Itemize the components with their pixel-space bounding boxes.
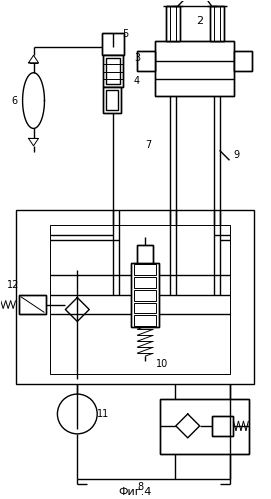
Bar	[166, 6, 180, 41]
Bar	[106, 58, 120, 84]
Bar	[131, 263, 159, 327]
Bar	[166, 6, 180, 41]
Bar	[16, 210, 254, 384]
Bar	[50, 225, 230, 374]
Bar	[137, 245, 153, 263]
Bar	[103, 55, 123, 87]
Bar	[103, 55, 123, 87]
Text: Фиг.4: Фиг.4	[118, 487, 152, 497]
Bar	[19, 294, 46, 314]
Bar	[103, 87, 121, 112]
Text: 8: 8	[137, 482, 143, 492]
Bar	[212, 416, 234, 436]
Bar	[134, 315, 156, 326]
Text: 7: 7	[145, 140, 151, 150]
Bar	[102, 33, 124, 55]
Bar	[209, 6, 224, 41]
Bar	[106, 90, 118, 109]
Bar	[160, 399, 249, 454]
Bar	[155, 41, 234, 96]
Bar	[134, 276, 156, 287]
Bar	[160, 399, 249, 454]
Bar	[234, 51, 252, 71]
Bar	[134, 289, 156, 300]
Bar	[209, 6, 224, 41]
Text: 6: 6	[12, 96, 18, 106]
Bar	[131, 263, 159, 327]
Text: 3: 3	[134, 53, 140, 63]
Bar	[103, 87, 121, 112]
Bar	[134, 302, 156, 313]
Text: 9: 9	[233, 150, 240, 160]
Bar	[102, 33, 124, 55]
Bar	[134, 264, 156, 274]
Bar	[137, 51, 155, 71]
Text: 11: 11	[97, 409, 109, 419]
Text: 2: 2	[196, 16, 203, 26]
Bar	[234, 51, 252, 71]
Text: 12: 12	[7, 279, 20, 289]
Bar	[155, 41, 234, 96]
Bar	[19, 294, 46, 314]
Text: 5: 5	[122, 29, 128, 39]
Text: 4: 4	[134, 76, 140, 86]
Bar	[212, 416, 234, 436]
Bar	[137, 51, 155, 71]
Bar	[137, 245, 153, 263]
Text: 10: 10	[156, 359, 168, 369]
